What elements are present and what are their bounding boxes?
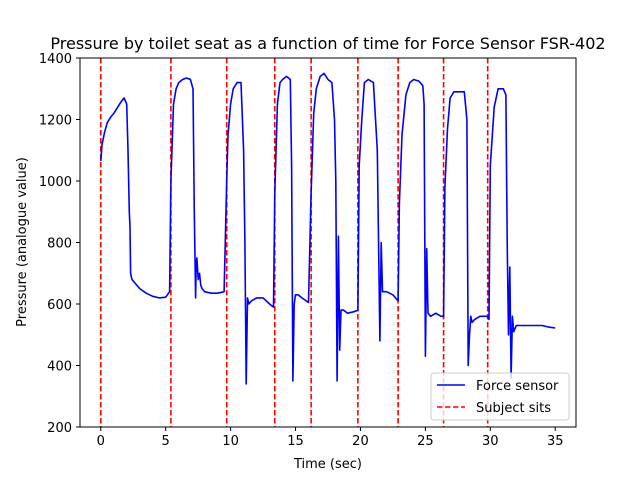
y-tick-label: 400	[47, 360, 72, 375]
x-tick-label: 15	[287, 434, 304, 449]
legend-subject-sits-label: Subject sits	[476, 401, 551, 416]
x-tick-label: 30	[482, 434, 499, 449]
force-sensor-series	[100, 72, 556, 385]
y-tick-label: 600	[47, 298, 72, 313]
chart-title: Pressure by toilet seat as a function of…	[50, 34, 605, 53]
x-tick-label: 10	[222, 434, 239, 449]
legend-box	[430, 372, 570, 421]
x-tick-label: 20	[352, 434, 369, 449]
y-axis: 200 400 600 800 1000 1200 1400	[39, 52, 80, 436]
y-tick-label: 1200	[39, 114, 72, 129]
x-axis-label: Time (sec)	[293, 457, 362, 472]
y-tick-label: 800	[47, 237, 72, 252]
plot-background	[80, 58, 576, 427]
legend: Force sensor Subject sits	[430, 372, 570, 421]
legend-force-sensor-label: Force sensor	[476, 379, 559, 394]
y-tick-label: 1400	[39, 52, 72, 67]
x-tick-label: 35	[547, 434, 564, 449]
force-sensor-line	[100, 72, 556, 385]
y-tick-label: 200	[47, 421, 72, 436]
y-tick-label: 1000	[39, 175, 72, 190]
y-axis-label: Pressure (analogue value)	[15, 157, 30, 327]
x-tick-label: 0	[97, 434, 105, 449]
x-tick-label: 25	[417, 434, 434, 449]
plot-area	[80, 58, 576, 427]
x-tick-label: 5	[162, 434, 170, 449]
x-axis: 0 5 10 15 20 25 30 35	[97, 427, 564, 449]
